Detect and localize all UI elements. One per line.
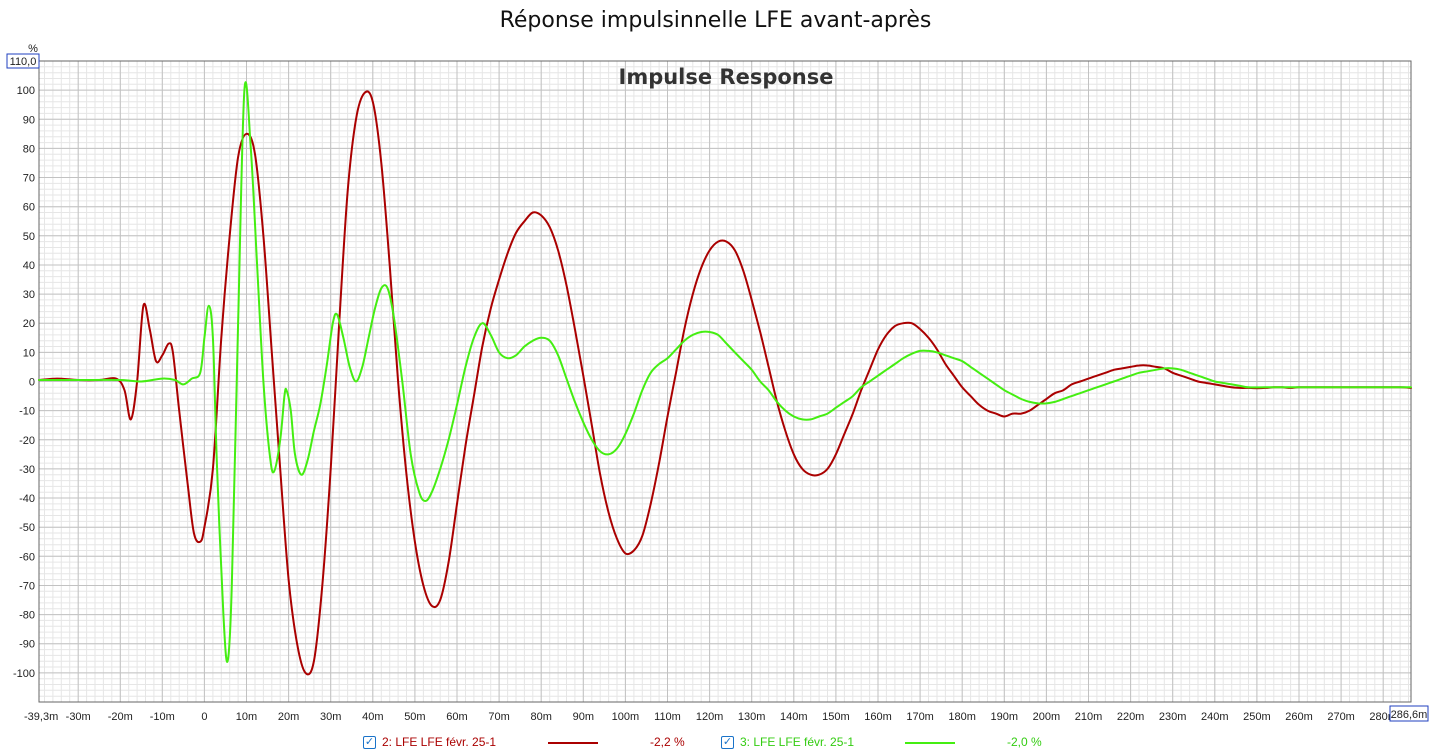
x-tick-label: 0 [201,711,207,723]
x-tick-label: 230m [1159,711,1187,723]
x-tick-label: 160m [864,711,892,723]
x-tick-label: 200m [1033,711,1061,723]
x-tick-label: 180m [948,711,976,723]
x-tick-label: 90m [573,711,594,723]
x-tick-label: 170m [906,711,934,723]
x-end-label: 286,6m [1391,709,1428,721]
x-tick-label: 260m [1285,711,1313,723]
plot-frame [38,60,1412,703]
x-tick-label: 30m [320,711,341,723]
x-tick-label: 110m [654,711,681,723]
y-tick-label: 80 [23,143,35,155]
y-tick-label: -20 [19,435,35,447]
y-tick-label: -80 [19,610,35,622]
x-tick-label: 140m [780,711,808,723]
legend-swatch-series-3 [905,742,955,744]
impulse-response-chart[interactable]: 1009080706050403020100-10-20-30-40-50-60… [0,0,1431,735]
y-max-box[interactable]: 110,0 [6,53,40,69]
x-tick-label: 80m [530,711,551,723]
legend-entry-series-2[interactable]: ✓ 2: LFE LFE févr. 25-1 [363,735,496,749]
x-start-label: -39,3m [24,711,58,723]
y-tick-label: -30 [19,464,35,476]
y-tick-label: 30 [23,289,35,301]
y-axis-unit-label: % [28,43,38,55]
y-tick-label: -50 [19,522,35,534]
x-tick-label: 130m [738,711,766,723]
legend-value-series-2: -2,2 % [650,735,685,749]
y-max-label: 110,0 [10,56,37,68]
x-tick-label: -30m [66,711,91,723]
x-tick-label: 250m [1243,711,1271,723]
y-tick-label: 70 [23,173,35,185]
y-tick-label: 90 [23,114,35,126]
checkbox-checked-icon[interactable]: ✓ [363,735,376,749]
legend-value-series-3: -2,0 % [1007,735,1042,749]
x-axis-ticks: -30m -20m -10m 0 10m 20m 30m 40m 50m 60m 70m 80m 90m… [66,711,1397,723]
x-tick-label: 270m [1327,711,1355,723]
page-title: Réponse impulsinnelle LFE avant-après [499,8,932,33]
x-tick-label: 100m [612,711,640,723]
y-tick-label: 40 [23,260,35,272]
legend: ✓ 2: LFE LFE févr. 25-1 -2,2 % ✓ 3: LFE … [0,733,1431,753]
x-tick-label: -20m [108,711,133,723]
y-tick-label: 20 [23,318,35,330]
y-tick-label: 50 [23,231,35,243]
x-tick-label: 190m [991,711,1019,723]
x-tick-label: 10m [236,711,257,723]
y-tick-label: -10 [19,406,35,418]
y-tick-label: -90 [19,639,35,651]
x-tick-label: 210m [1075,711,1103,723]
x-tick-label: 70m [488,711,509,723]
y-tick-label: 0 [29,377,35,389]
legend-swatch-series-2 [548,742,598,744]
x-tick-label: 20m [278,711,299,723]
legend-label: 3: LFE LFE févr. 25-1 [740,735,855,749]
x-tick-label: 40m [362,711,383,723]
y-tick-label: -100 [13,668,35,680]
x-tick-label: 50m [404,711,425,723]
y-tick-label: 60 [23,202,35,214]
chart-title: Impulse Response [619,65,834,89]
legend-label: 2: LFE LFE févr. 25-1 [382,735,497,749]
x-tick-label: 60m [446,711,467,723]
x-tick-label: 120m [696,711,724,723]
x-tick-label: -10m [150,711,175,723]
x-tick-label: 240m [1201,711,1229,723]
x-tick-label: 150m [822,711,850,723]
x-tick-label: 220m [1117,711,1145,723]
x-max-box[interactable]: 286,6m [1389,705,1429,722]
y-axis-ticks: 1009080706050403020100-10-20-30-40-50-60… [13,85,35,680]
checkbox-checked-icon[interactable]: ✓ [721,735,734,749]
series-line-lfe-2[interactable] [38,90,1412,676]
y-tick-label: 10 [23,347,35,359]
series-line-lfe-3[interactable] [38,81,1412,663]
y-tick-label: -60 [19,551,35,563]
series-layer [38,81,1412,676]
grid-major [39,61,1411,702]
y-tick-label: -70 [19,581,35,593]
y-tick-label: 100 [17,85,35,97]
legend-entry-series-3[interactable]: ✓ 3: LFE LFE févr. 25-1 [721,735,854,749]
y-tick-label: -40 [19,493,35,505]
